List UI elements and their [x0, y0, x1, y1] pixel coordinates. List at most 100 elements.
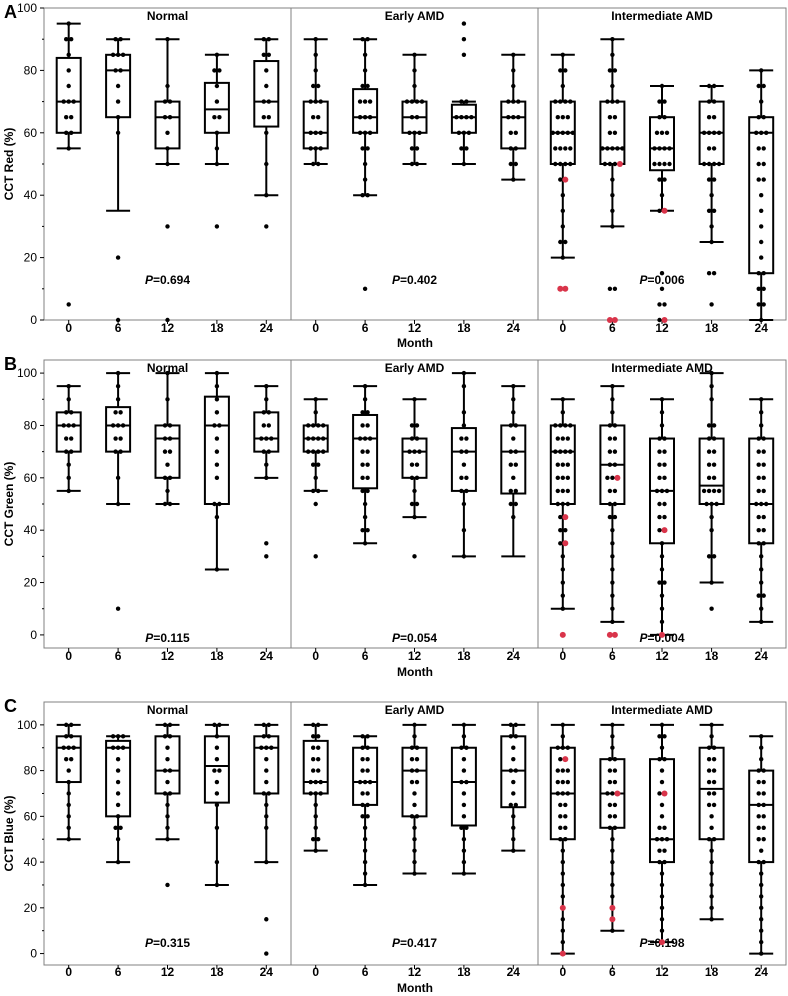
- data-point: [706, 449, 712, 454]
- data-point: [511, 83, 516, 89]
- data-point: [360, 462, 365, 467]
- data-point: [212, 768, 217, 773]
- box: [203, 81, 230, 134]
- data-point: [568, 449, 573, 454]
- group-title: Intermediate AMD: [611, 9, 713, 23]
- data-point: [165, 802, 170, 808]
- data-point: [706, 130, 712, 135]
- data-point: [555, 462, 560, 467]
- data-point: [167, 99, 173, 104]
- data-point: [167, 436, 173, 441]
- data-point: [466, 130, 472, 135]
- x-tick-label: 18: [457, 965, 471, 979]
- data-point: [662, 177, 667, 182]
- data-point: [212, 501, 217, 507]
- data-point: [711, 475, 717, 481]
- data-point: [659, 619, 665, 625]
- data-point: [706, 177, 712, 182]
- data-point: [162, 436, 168, 441]
- data-point: [560, 462, 565, 467]
- data-point: [261, 115, 266, 120]
- data-point: [709, 383, 714, 389]
- data-point: [461, 161, 467, 167]
- box: [154, 424, 181, 479]
- data-point: [264, 768, 269, 773]
- data-point: [610, 734, 615, 739]
- data-point: [612, 825, 618, 830]
- data-point: [558, 161, 563, 167]
- data-point: [365, 488, 370, 494]
- data-point: [607, 423, 613, 428]
- data-point: [360, 527, 365, 533]
- data-point: [264, 397, 269, 402]
- data-point: [659, 917, 665, 922]
- data-point: [560, 768, 565, 773]
- data-point: [459, 449, 464, 454]
- data-point: [461, 21, 467, 26]
- data-point: [756, 541, 761, 546]
- data-point: [761, 271, 766, 276]
- data-point: [759, 130, 764, 135]
- data-point: [711, 423, 717, 428]
- data-point: [612, 286, 618, 291]
- data-point: [367, 99, 373, 104]
- data-point: [311, 449, 316, 454]
- data-point: [165, 779, 170, 785]
- data-point: [63, 436, 69, 441]
- data-point: [662, 825, 667, 830]
- data-point: [662, 734, 667, 739]
- x-tick-label: 24: [260, 965, 274, 979]
- x-tick-label: 0: [65, 649, 72, 663]
- data-point: [313, 52, 318, 57]
- data-point: [162, 722, 168, 728]
- data-point: [362, 859, 368, 865]
- data-point: [560, 580, 565, 585]
- y-tick-label: 60: [24, 126, 38, 140]
- data-point: [71, 745, 76, 750]
- p-value-label: P=0.694: [145, 273, 190, 287]
- data-point: [511, 756, 516, 762]
- data-point: [759, 68, 764, 73]
- data-point: [615, 146, 620, 151]
- data-point: [560, 397, 565, 402]
- data-point: [63, 734, 69, 739]
- data-point: [360, 475, 365, 481]
- group-title: Intermediate AMD: [611, 703, 713, 717]
- data-point: [659, 894, 665, 899]
- data-point: [711, 99, 717, 104]
- data-point: [306, 449, 311, 454]
- data-point: [756, 146, 761, 151]
- data-point: [214, 449, 220, 454]
- data-point: [414, 115, 420, 120]
- data-point: [560, 939, 565, 945]
- data-point: [716, 130, 722, 135]
- data-point: [404, 99, 410, 104]
- data-point: [607, 462, 613, 467]
- data-point: [560, 193, 565, 198]
- data-point: [165, 224, 170, 229]
- data-point: [610, 567, 615, 572]
- data-point: [711, 768, 717, 773]
- data-point: [69, 436, 74, 441]
- data-point: [306, 423, 311, 428]
- data-point: [264, 779, 269, 785]
- data-point: [761, 462, 766, 467]
- data-point: [261, 734, 266, 739]
- data-point: [558, 423, 563, 428]
- data-point: [165, 825, 170, 830]
- data-point: [217, 423, 222, 428]
- data-point: [764, 501, 769, 507]
- data-point: [706, 99, 712, 104]
- data-point: [115, 606, 121, 611]
- data-point: [362, 871, 368, 876]
- data-point: [659, 423, 665, 428]
- data-point: [71, 423, 76, 428]
- data-point: [657, 848, 662, 853]
- x-tick-label: 6: [609, 321, 616, 335]
- y-axis-title: CCT Red (%): [2, 128, 16, 201]
- data-point: [414, 436, 420, 441]
- data-point: [316, 161, 321, 167]
- data-point: [709, 370, 714, 376]
- data-point: [459, 99, 464, 104]
- data-point: [115, 317, 121, 323]
